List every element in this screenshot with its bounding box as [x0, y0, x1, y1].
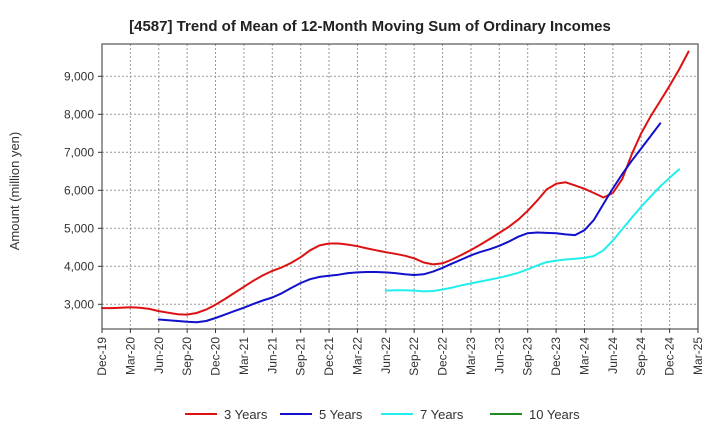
y-tick-label: 4,000	[64, 259, 94, 273]
y-tick-label: 7,000	[64, 145, 94, 159]
x-tick-label: Dec-21	[322, 337, 336, 376]
grid	[101, 44, 699, 329]
x-tick-label: Mar-20	[123, 337, 137, 375]
legend-label: 7 Years	[420, 407, 464, 422]
legend-label: 5 Years	[319, 407, 363, 422]
legend-label: 10 Years	[529, 407, 580, 422]
legend: 3 Years 5 Years 7 Years 10 Years	[185, 407, 580, 422]
x-tick-label: Dec-19	[95, 337, 109, 376]
legend-item-7-years: 7 Years	[381, 407, 464, 422]
x-axis-ticks: Dec-19 Mar-20 Jun-20 Sep-20 Dec-20 Mar-21 Jun-…	[95, 329, 705, 376]
x-tick-label: Sep-24	[634, 337, 648, 376]
series-line-7-years	[384, 168, 681, 293]
x-tick-label: Sep-21	[294, 337, 308, 376]
x-tick-label: Mar-23	[464, 337, 478, 375]
x-tick-label: Dec-24	[663, 337, 677, 376]
series-line-3-years	[101, 50, 690, 316]
y-axis-label: Amount (million yen)	[7, 132, 22, 251]
x-tick-label: Mar-22	[350, 337, 364, 375]
x-tick-label: Jun-24	[606, 337, 620, 374]
y-axis-ticks: 3,000 4,000 5,000 6,000 7,000 8,000 9,000	[64, 69, 102, 311]
x-tick-label: Jun-20	[152, 337, 166, 374]
legend-item-3-years: 3 Years	[185, 407, 268, 422]
y-tick-label: 3,000	[64, 297, 94, 311]
legend-label: 3 Years	[224, 407, 268, 422]
legend-item-5-years: 5 Years	[280, 407, 363, 422]
x-tick-label: Mar-24	[577, 337, 591, 375]
series-lines	[101, 50, 690, 324]
x-tick-label: Dec-20	[209, 337, 223, 376]
y-tick-label: 8,000	[64, 107, 94, 121]
x-tick-label: Jun-23	[492, 337, 506, 374]
series-line-5-years	[157, 122, 662, 324]
x-tick-label: Jun-22	[379, 337, 393, 374]
x-tick-label: Mar-21	[237, 337, 251, 375]
x-tick-label: Jun-21	[265, 337, 279, 374]
y-tick-label: 5,000	[64, 221, 94, 235]
plot-frame	[101, 43, 699, 330]
x-tick-label: Sep-20	[180, 337, 194, 376]
chart-title: [4587] Trend of Mean of 12-Month Moving …	[129, 18, 611, 35]
plot-area	[102, 44, 698, 329]
x-tick-label: Dec-22	[436, 337, 450, 376]
legend-item-10-years: 10 Years	[490, 407, 580, 422]
y-tick-label: 9,000	[64, 69, 94, 83]
y-tick-label: 6,000	[64, 183, 94, 197]
x-tick-label: Mar-25	[691, 337, 705, 375]
x-tick-label: Sep-23	[521, 337, 535, 376]
x-tick-label: Sep-22	[407, 337, 421, 376]
x-tick-label: Dec-23	[549, 337, 563, 376]
